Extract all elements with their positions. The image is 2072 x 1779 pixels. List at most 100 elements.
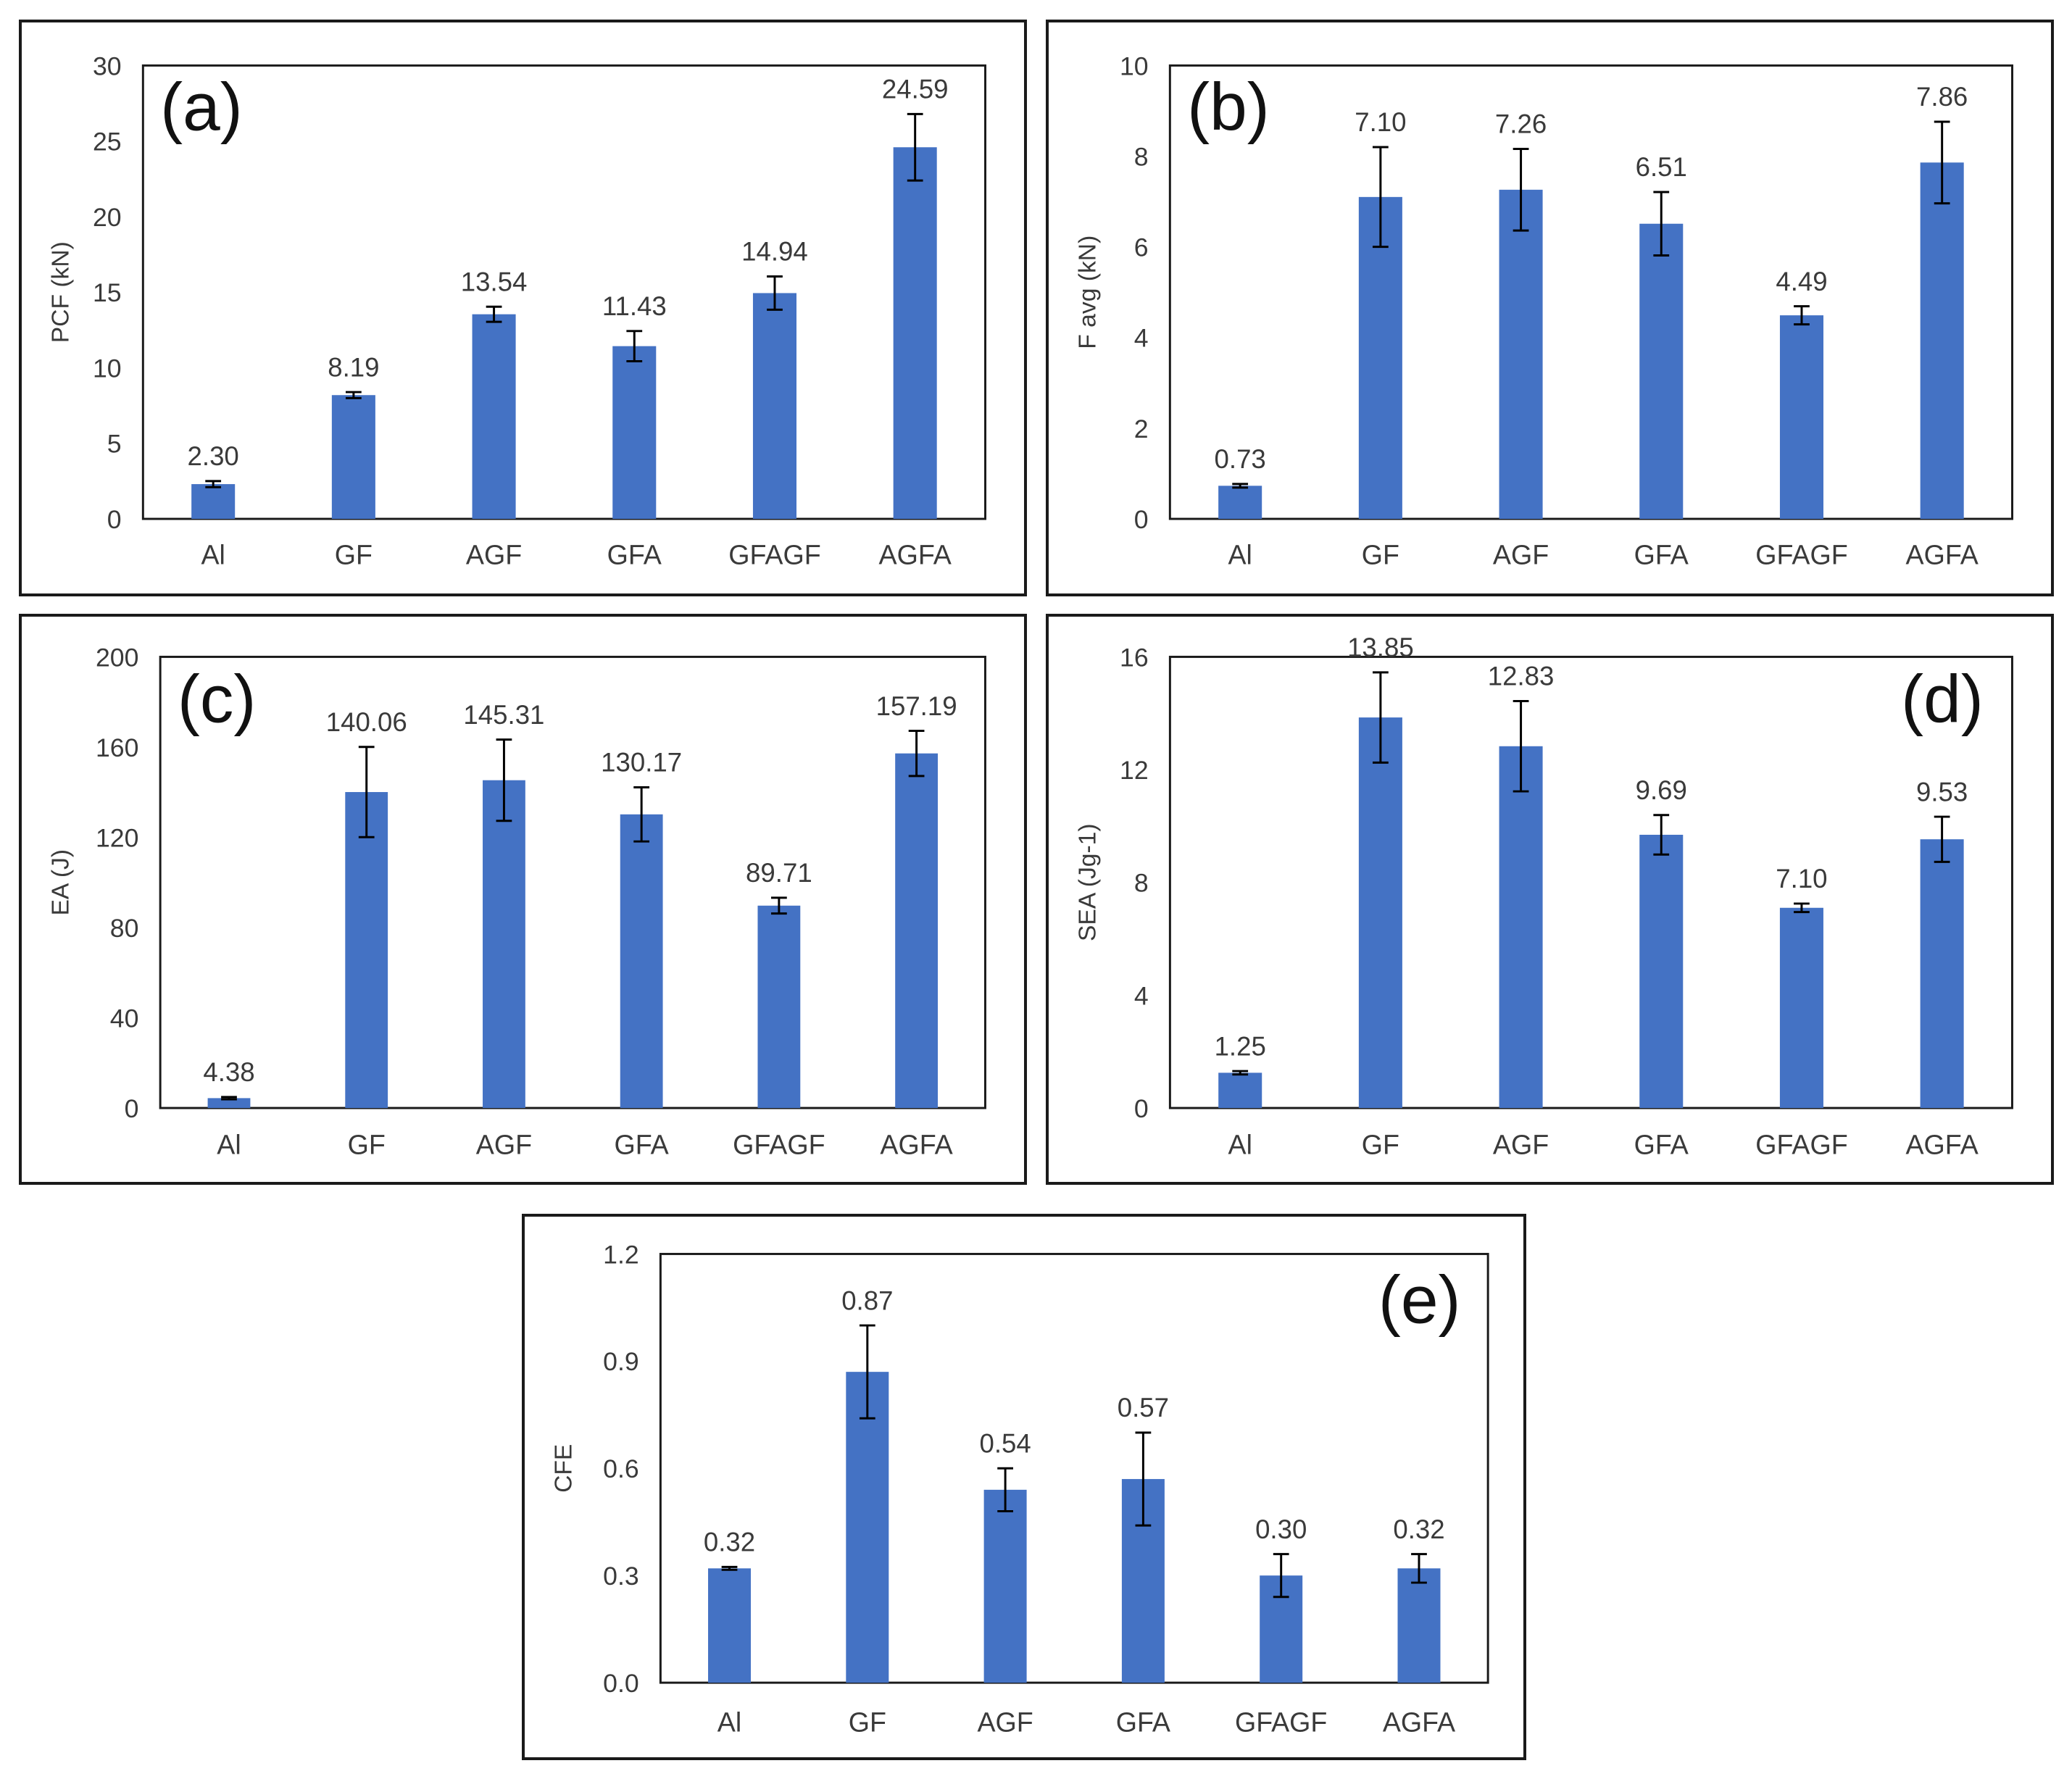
bar-gfagf (1779, 907, 1823, 1109)
x-category-label: AGFA (1905, 1129, 1979, 1159)
data-label: 1.25 (1215, 1031, 1266, 1061)
chart-svg-c: 0 40 80 120 160 200 EA (J) 4.38 Al 140.06 GF 145.31… (47, 643, 986, 1159)
bar-agfa (1920, 162, 1964, 520)
data-label: 9.53 (1916, 777, 1968, 807)
y-tick-label: 12 (1120, 756, 1149, 785)
y-tick-label: 4 (1134, 981, 1149, 1010)
x-category-label: AGF (977, 1707, 1033, 1737)
data-label: 14.94 (741, 237, 808, 267)
y-tick-label: 5 (107, 430, 122, 459)
data-label: 7.10 (1776, 864, 1827, 893)
y-tick-label: 8 (1134, 142, 1149, 171)
data-label: 2.30 (188, 441, 239, 471)
y-axis-title: PCF (kN) (47, 241, 74, 343)
chart-panel-b: 0 2 4 6 8 10 F avg (kN) 0.73 Al 7.10 GF 7.26 AGF 6.51… (1046, 20, 2054, 596)
x-category-label: GF (348, 1129, 386, 1159)
data-label: 13.54 (461, 267, 528, 296)
y-tick-label: 25 (93, 128, 122, 157)
x-category-label: GFA (607, 539, 662, 570)
panel-label: (b) (1187, 69, 1270, 144)
bar-gfa (612, 346, 657, 520)
bar-gfagf (752, 293, 796, 520)
y-tick-label: 0.0 (603, 1669, 639, 1698)
x-category-label: AGFA (880, 1129, 953, 1159)
panel-label: (d) (1901, 662, 1984, 737)
chart-svg-e: 0.0 0.3 0.6 0.9 1.2 CFE 0.32 Al 0.87 GF 0.54 AGF 0.5… (551, 1240, 1489, 1737)
x-category-label: GFAGF (733, 1129, 825, 1159)
x-category-label: Al (1228, 539, 1252, 570)
chart-svg-a: 0 5 10 15 20 25 30 PCF (kN) 2.30 Al 8.19 GF 13.54 AGF… (47, 51, 987, 570)
plot-area-border (159, 655, 986, 1109)
y-tick-label: 0 (125, 1094, 139, 1123)
panel-label: (a) (160, 69, 243, 144)
data-label: 6.51 (1636, 152, 1687, 182)
y-tick-label: 0.9 (603, 1347, 639, 1376)
data-label: 24.59 (882, 75, 949, 104)
bar-agf (983, 1489, 1027, 1683)
bar-al (207, 1098, 251, 1109)
x-category-label: GF (1362, 539, 1399, 570)
x-category-label: AGF (1493, 539, 1549, 570)
y-tick-label: 0.6 (603, 1454, 639, 1483)
bar-al (1218, 1072, 1262, 1109)
chart-svg-d: 0 4 8 12 16 SEA (Jg-1) 1.25 Al 13.85 GF 12.83 AGF 9.… (1074, 633, 2013, 1159)
bar-gf (1358, 196, 1402, 520)
x-category-label: GFAGF (1235, 1707, 1327, 1737)
data-label: 145.31 (463, 700, 544, 730)
y-tick-label: 0 (1134, 1094, 1149, 1123)
bar-gfa (1639, 223, 1684, 520)
data-label: 12.83 (1488, 662, 1555, 691)
bar-gf (1358, 717, 1402, 1109)
x-category-label: GFA (615, 1129, 670, 1159)
panel-label: (e) (1378, 1262, 1461, 1337)
x-category-label: GFAGF (1755, 539, 1847, 570)
data-label: 7.26 (1495, 109, 1547, 139)
y-tick-label: 1.2 (603, 1240, 639, 1269)
bar-agfa (893, 147, 937, 520)
bar-al (1218, 486, 1262, 520)
y-tick-label: 15 (93, 278, 122, 307)
x-category-label: GFA (1116, 1707, 1170, 1737)
y-tick-label: 80 (110, 914, 139, 943)
bar-al (191, 484, 236, 520)
bar-agf (483, 780, 525, 1109)
bar-agf (1499, 189, 1543, 520)
bar-agfa (895, 753, 939, 1109)
data-label: 0.87 (841, 1286, 893, 1315)
data-label: 13.85 (1347, 633, 1414, 662)
y-tick-label: 0.3 (603, 1562, 639, 1591)
bar-agfa (1397, 1568, 1441, 1683)
data-label: 0.30 (1255, 1515, 1307, 1544)
data-label: 7.10 (1355, 107, 1406, 137)
bar-gfagf (757, 905, 801, 1109)
plot-area-border (1168, 64, 2014, 520)
y-tick-label: 10 (1120, 51, 1149, 80)
bar-gf (331, 395, 375, 520)
data-label: 11.43 (602, 291, 667, 321)
y-tick-label: 0 (1134, 505, 1149, 534)
bar-gfagf (1779, 315, 1823, 520)
y-axis-title: EA (J) (47, 849, 74, 916)
x-category-label: AGF (476, 1129, 532, 1159)
data-label: 9.69 (1636, 775, 1687, 805)
y-axis-title: SEA (Jg-1) (1074, 823, 1101, 941)
data-label: 89.71 (746, 858, 812, 888)
bar-gfa (1639, 834, 1684, 1109)
x-category-label: AGFA (1906, 539, 1979, 570)
bar-al (708, 1568, 752, 1683)
x-category-label: Al (217, 1129, 241, 1159)
y-tick-label: 4 (1134, 324, 1149, 353)
x-category-label: GF (1362, 1129, 1399, 1159)
data-label: 0.32 (1393, 1515, 1444, 1544)
plot-area-border (659, 1252, 1489, 1684)
chart-panel-d: 0 4 8 12 16 SEA (Jg-1) 1.25 Al 13.85 GF 12.83 AGF 9.… (1046, 614, 2054, 1185)
bar-gf (846, 1372, 889, 1683)
x-category-label: GFA (1634, 1129, 1689, 1159)
x-category-label: AGFA (1383, 1707, 1455, 1737)
y-tick-label: 160 (96, 733, 138, 762)
data-label: 157.19 (876, 691, 957, 721)
y-axis-title: F avg (kN) (1074, 236, 1101, 349)
data-label: 4.49 (1776, 267, 1827, 296)
bar-agfa (1920, 839, 1964, 1109)
chart-panel-c: 0 40 80 120 160 200 EA (J) 4.38 Al 140.06 GF 145.31… (19, 614, 1027, 1185)
